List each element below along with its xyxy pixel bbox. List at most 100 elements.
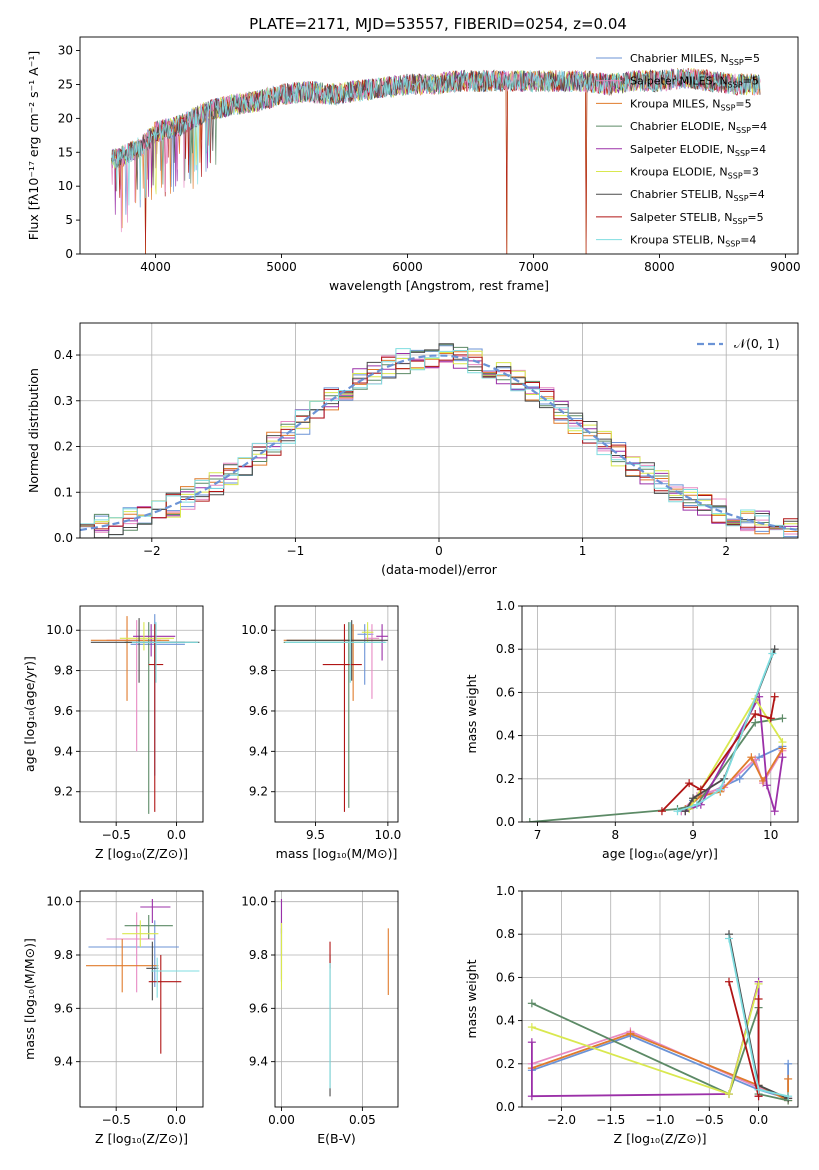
legend-label-suffix: =5 xyxy=(743,75,759,88)
x-tick-label: 9000 xyxy=(770,260,801,274)
series-line xyxy=(677,653,774,813)
legend-label-sub: SSP xyxy=(728,172,743,181)
y-tick-label: 0.4 xyxy=(496,729,515,743)
series-marker xyxy=(626,1029,635,1038)
legend-label-sub: SSP xyxy=(734,194,749,203)
y-tick-label: 9.6 xyxy=(249,704,268,718)
x-tick-label: −1 xyxy=(287,544,305,558)
plot-area xyxy=(80,343,798,538)
legend: 𝒩(0, 1) xyxy=(697,336,780,351)
errorbar-point xyxy=(86,939,159,993)
series-marker xyxy=(527,1023,536,1032)
y-axis-label: mass [log₁₀(M/M⊙)] xyxy=(22,938,37,1060)
y-tick-label: 0.4 xyxy=(496,1014,515,1028)
legend-label: Salpeter ELODIE, NSSP=4 xyxy=(630,143,766,158)
errorbar-point xyxy=(151,957,200,998)
x-tick-label: 1 xyxy=(579,544,587,558)
legend-label: Chabrier STELIB, NSSP=4 xyxy=(630,188,765,203)
x-tick-label: 10 xyxy=(763,828,778,842)
y-tick-label: 9.6 xyxy=(54,704,73,718)
plot-area xyxy=(90,614,200,814)
plot-area xyxy=(86,899,200,1054)
errorbar-point xyxy=(322,624,362,812)
x-tick-label: −1.5 xyxy=(596,1113,625,1127)
y-tick-label: 0.6 xyxy=(496,970,515,984)
legend-label-sub: SSP xyxy=(735,149,750,158)
y-tick-label: 9.6 xyxy=(249,1001,268,1015)
series-marker xyxy=(754,995,763,1003)
errorbar-point xyxy=(364,624,380,699)
axes-frame xyxy=(274,890,399,1108)
errorbar-point xyxy=(140,899,171,923)
grid-lines xyxy=(80,891,203,1107)
series-marker xyxy=(768,649,777,658)
y-tick-label: 10 xyxy=(58,179,73,193)
series-marker xyxy=(725,934,733,943)
axes: 9.5 10.0 9.2 9.4 9.6 9.8 10.0 mass [log₁₀(M/M⊙)… xyxy=(241,605,402,861)
x-tick-label: 0 xyxy=(435,544,443,558)
axes: −2.0 −1.5 −1.0 −0.5 0.0 0.0 0.2 0.4 0.6 0.8 1.0 Z [… xyxy=(464,884,799,1146)
y-tick-label: 9.8 xyxy=(249,948,268,962)
series-marker xyxy=(689,794,698,803)
series-marker xyxy=(770,692,779,701)
errorbar-point xyxy=(119,622,175,651)
legend-label-name: Salpeter STELIB, N xyxy=(630,211,732,224)
axes: −2 −1 0 1 2 0.0 0.1 0.2 0.3 0.4 (data-model)/error… xyxy=(26,322,799,577)
y-tick-label: 0.8 xyxy=(496,642,515,656)
y-tick-label: 10.0 xyxy=(46,895,73,909)
series-marker xyxy=(762,781,771,790)
x-axis-label: Z [log₁₀(Z/Z⊙)] xyxy=(95,846,188,861)
spectrum-line xyxy=(111,67,761,254)
errorbar-point xyxy=(131,622,199,683)
y-tick-label: 9.8 xyxy=(249,664,268,678)
y-tick-label: 9.4 xyxy=(54,744,73,758)
y-tick-label: 0.2 xyxy=(54,440,73,454)
plot-area xyxy=(280,899,389,1097)
y-tick-label: 25 xyxy=(58,77,73,91)
legend-label-sub: SSP xyxy=(729,58,744,67)
legend-label: Kroupa MILES, NSSP=5 xyxy=(630,97,752,112)
residual-histogram-chart: −2 −1 0 1 2 0.0 0.1 0.2 0.3 0.4 (data-model)/error… xyxy=(26,322,799,577)
x-axis-label: Z [log₁₀(Z/Z⊙)] xyxy=(614,1131,707,1146)
errorbar-point xyxy=(88,920,179,987)
series-marker xyxy=(527,1038,536,1047)
y-tick-label: 9.2 xyxy=(249,785,268,799)
series-marker xyxy=(778,753,787,762)
x-tick-label: 9 xyxy=(689,828,697,842)
series-marker xyxy=(751,710,760,718)
series-marker xyxy=(716,785,725,794)
legend-label: Salpeter MILES, NSSP=5 xyxy=(630,75,759,90)
legend-label-suffix: =4 xyxy=(750,143,766,156)
legend-label-sub: SSP xyxy=(728,81,743,90)
grid-lines xyxy=(275,606,398,822)
x-axis-label: Z [log₁₀(Z/Z⊙)] xyxy=(95,1131,188,1146)
legend-label-name: Chabrier MILES, N xyxy=(630,52,729,65)
legend-label-suffix: =4 xyxy=(740,234,756,247)
legend-label: Chabrier ELODIE, NSSP=4 xyxy=(630,120,767,135)
errorbar-point xyxy=(106,912,155,993)
spectrum-line xyxy=(111,68,761,190)
x-axis-label: age [log₁₀(age/yr)] xyxy=(602,846,718,861)
legend-label: 𝒩(0, 1) xyxy=(734,336,780,351)
y-tick-label: 9.4 xyxy=(249,1055,268,1069)
legend-label-suffix: =5 xyxy=(747,211,763,224)
x-tick-label: −0.5 xyxy=(102,1113,131,1127)
axes-frame xyxy=(79,890,204,1108)
legend-label-sub: SSP xyxy=(736,126,751,135)
age-vs-mass-chart: 9.5 10.0 9.2 9.4 9.6 9.8 10.0 mass [log₁₀(M/M⊙)… xyxy=(241,605,402,861)
x-tick-label: 10.0 xyxy=(375,828,402,842)
legend-label-sub: SSP xyxy=(725,240,740,249)
y-tick-label: 20 xyxy=(58,111,73,125)
axes-frame xyxy=(521,605,799,823)
series-marker xyxy=(525,818,534,822)
errorbar-point xyxy=(90,616,170,701)
y-tick-label: 9.6 xyxy=(54,1001,73,1015)
series-marker xyxy=(685,779,694,788)
errorbar-point xyxy=(361,622,374,643)
y-tick-label: 1.0 xyxy=(496,599,515,613)
y-tick-label: 0.0 xyxy=(496,1100,515,1114)
y-tick-label: 0.4 xyxy=(54,348,73,362)
axes-frame xyxy=(79,36,799,255)
plot-area xyxy=(283,620,388,812)
